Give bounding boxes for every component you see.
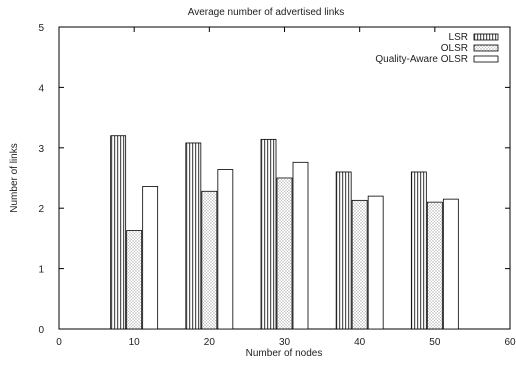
bar-quality-aware-olsr-10 (142, 186, 159, 330)
x-tick-label: 10 (129, 337, 141, 348)
legend-label-olsr: OLSR (441, 43, 468, 54)
bar-olsr-10 (126, 230, 143, 330)
bar-olsr-40 (351, 199, 368, 330)
y-tick-label: 1 (38, 265, 44, 276)
legend-label-lsr: LSR (449, 32, 468, 43)
y-tick-label: 2 (38, 204, 44, 215)
x-tick-label: 30 (279, 337, 291, 348)
chart-title: Average number of advertised links (188, 7, 345, 18)
y-tick-label: 0 (38, 325, 44, 336)
bar-quality-aware-olsr-20 (217, 169, 234, 330)
y-axis-label: Number of links (9, 143, 20, 212)
y-axis: 0 1 2 3 4 5 (38, 23, 510, 336)
bar-lsr-30 (260, 138, 277, 330)
bar-lsr-20 (185, 142, 202, 330)
legend-label-qa-olsr: Quality-Aware OLSR (375, 54, 468, 65)
bars-layer (110, 135, 459, 330)
bar-lsr-50 (410, 171, 427, 330)
legend: LSR OLSR Quality-Aware OLSR (375, 32, 499, 65)
x-tick-label: 20 (204, 337, 216, 348)
y-tick-label: 5 (38, 23, 44, 34)
bar-quality-aware-olsr-50 (442, 198, 459, 330)
legend-swatch-qa-olsr (473, 55, 499, 63)
bar-olsr-50 (426, 201, 443, 330)
x-tick-label: 0 (56, 337, 62, 348)
bar-lsr-40 (335, 171, 352, 330)
x-tick-label: 60 (504, 337, 516, 348)
bar-olsr-30 (276, 177, 293, 330)
y-tick-label: 4 (38, 83, 44, 94)
legend-swatch-olsr (473, 44, 499, 52)
y-tick-label: 3 (38, 144, 44, 155)
x-tick-label: 50 (429, 337, 441, 348)
bar-olsr-20 (201, 190, 218, 330)
bar-quality-aware-olsr-40 (367, 195, 384, 330)
bar-quality-aware-olsr-30 (292, 161, 309, 330)
x-axis-label: Number of nodes (246, 348, 323, 359)
legend-swatch-lsr (473, 33, 499, 41)
x-tick-label: 40 (354, 337, 366, 348)
bar-lsr-10 (110, 135, 127, 330)
